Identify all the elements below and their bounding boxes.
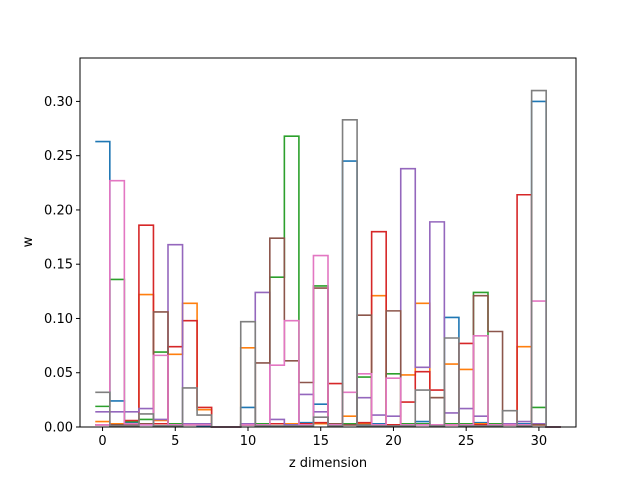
y-tick-label: 0.00: [44, 421, 73, 436]
x-axis-ticks: 0 5 10 15 20 25 30: [98, 427, 547, 449]
series-8: [95, 89, 561, 428]
y-tick-label: 0.25: [44, 149, 73, 164]
x-tick-label: 10: [240, 434, 257, 449]
x-tick-label: 0: [98, 434, 106, 449]
x-tick-label: 5: [171, 434, 179, 449]
y-tick-label: 0.30: [44, 95, 73, 110]
series-7-line: [95, 179, 561, 428]
series-4-line: [95, 193, 561, 428]
x-tick-label: 25: [458, 434, 475, 449]
y-tick-label: 0.15: [44, 258, 73, 273]
y-tick-label: 0.05: [44, 366, 73, 381]
x-axis-label: z dimension: [289, 456, 367, 471]
y-axis-ticks: 0.00 0.05 0.10 0.15 0.20 0.25 0.30: [44, 95, 80, 436]
y-tick-label: 0.10: [44, 312, 73, 327]
y-tick-label: 0.20: [44, 203, 73, 218]
plot-frame: [79, 57, 577, 428]
series-8-line: [95, 89, 561, 428]
x-tick-label: 30: [531, 434, 548, 449]
x-tick-label: 15: [312, 434, 329, 449]
series-layer: [95, 89, 561, 428]
y-axis-label: w: [21, 236, 36, 247]
series-4: [95, 193, 561, 428]
series-7: [95, 179, 561, 428]
x-tick-label: 20: [385, 434, 402, 449]
